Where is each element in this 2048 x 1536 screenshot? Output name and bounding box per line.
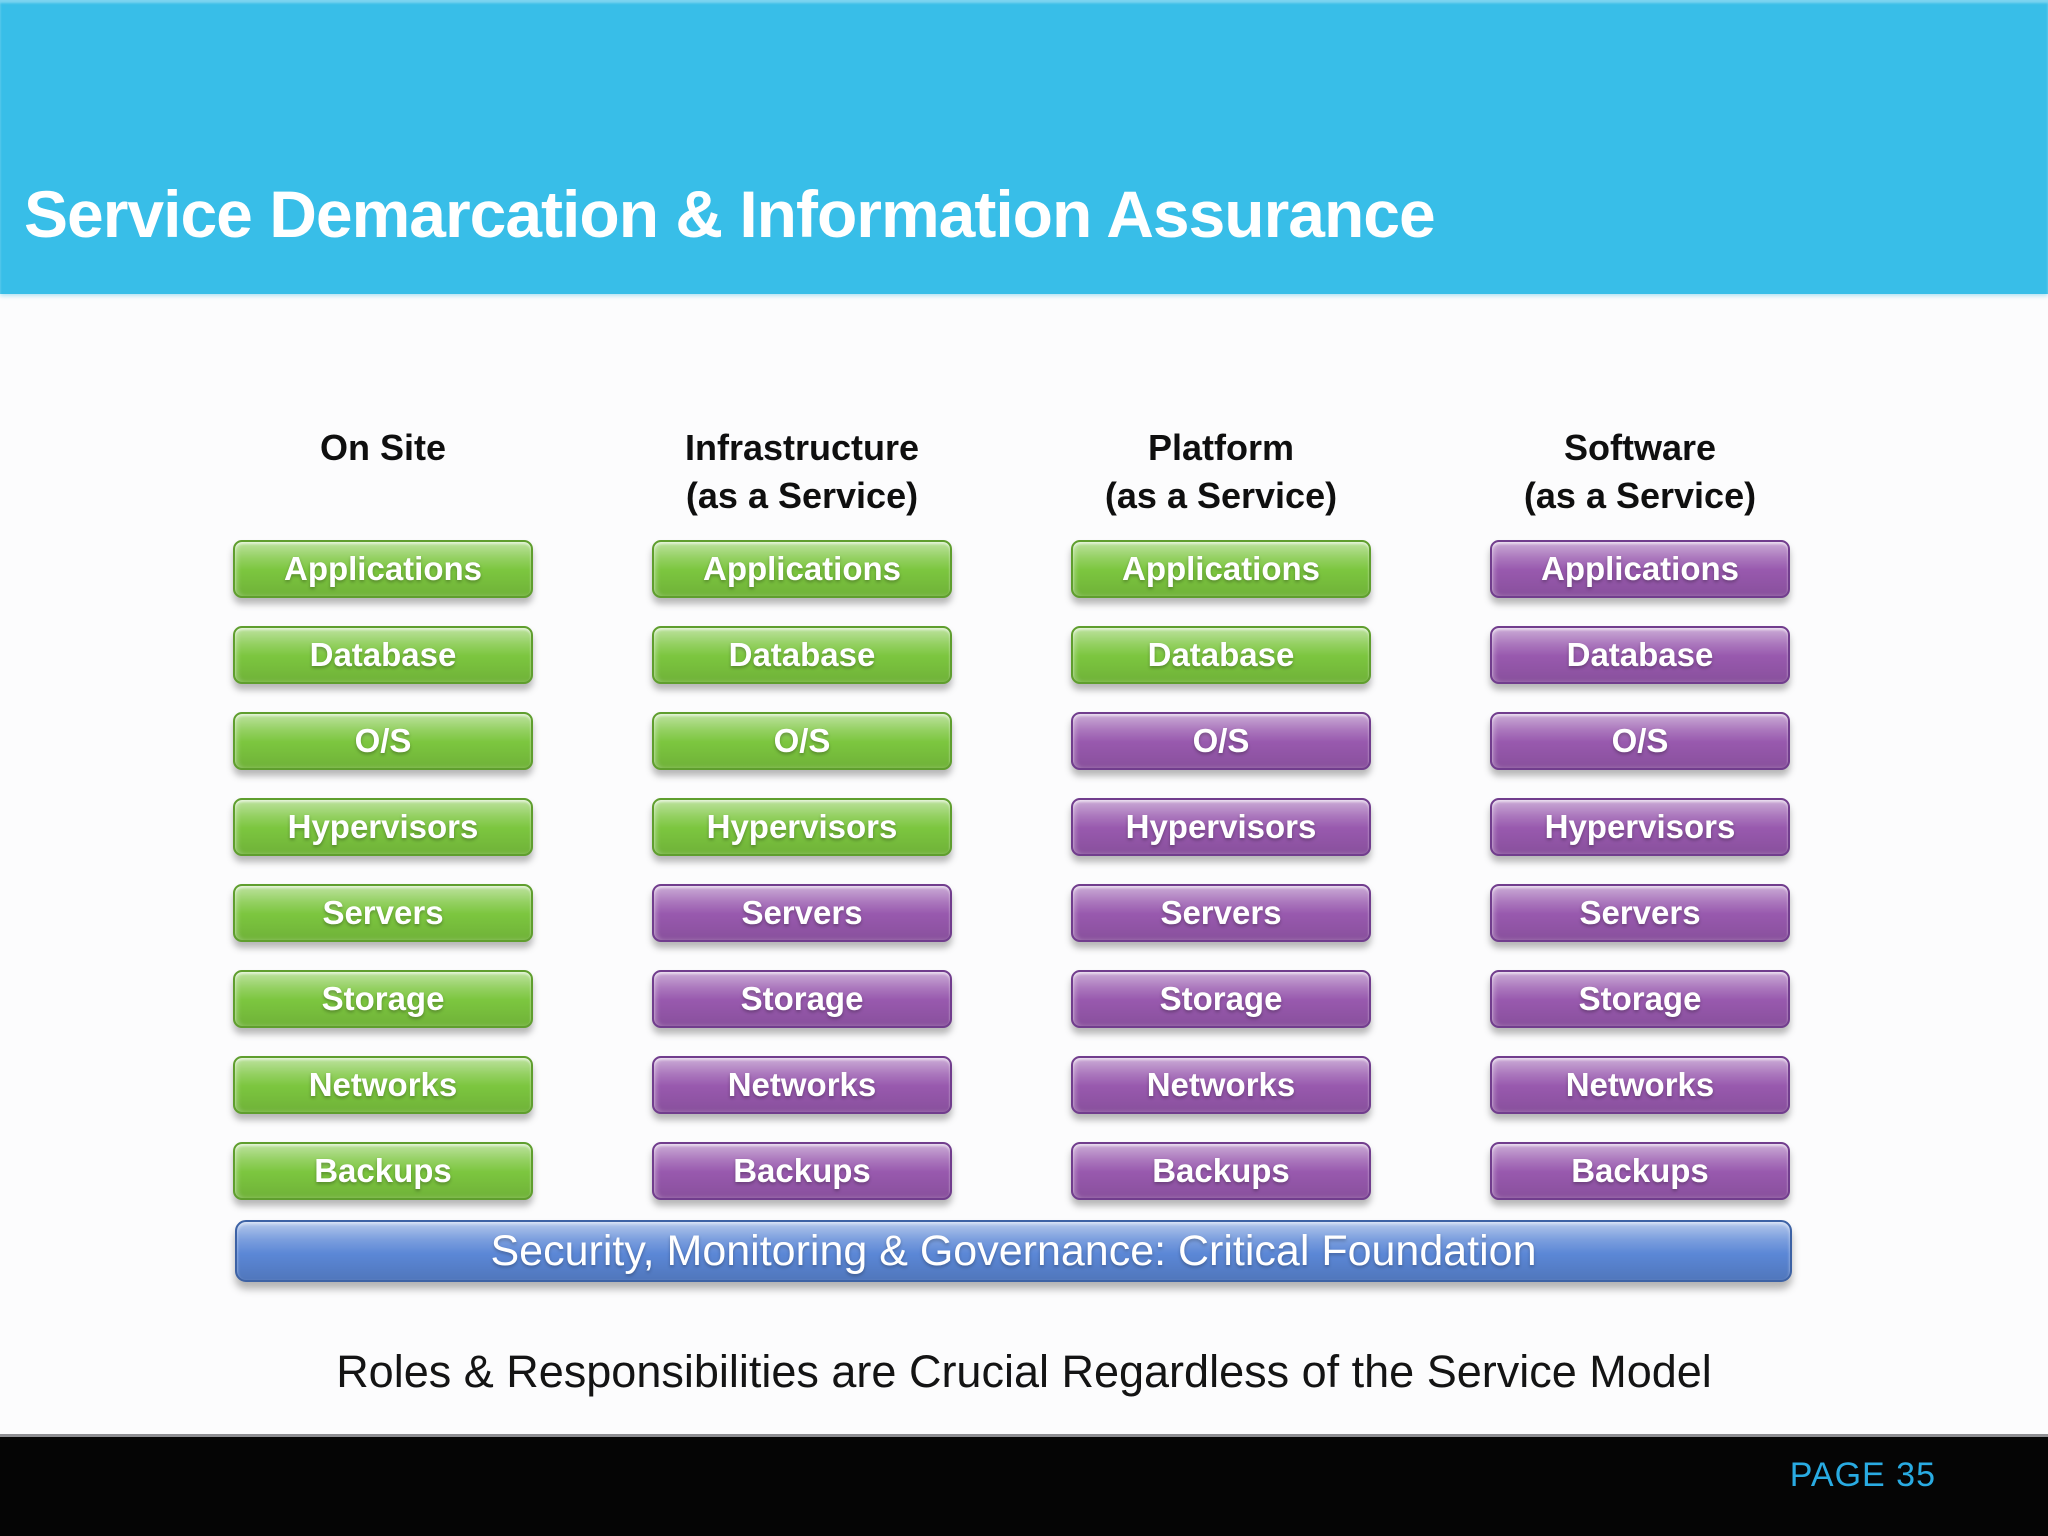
column-iaas: Infrastructure (as a Service) Applications… (652, 424, 952, 1228)
foundation-banner: Security, Monitoring & Governance: Criti… (235, 1220, 1792, 1282)
column-title-line: On Site (319, 427, 447, 468)
layer-networks-saas: Networks (1490, 1056, 1790, 1114)
layer-storage-on-site: Storage (233, 970, 533, 1028)
layer-servers-iaas: Servers (652, 884, 952, 942)
layer-backups-saas: Backups (1490, 1142, 1790, 1200)
layer-storage-iaas: Storage (652, 970, 952, 1028)
layer-database-iaas: Database (652, 626, 952, 684)
column-title-iaas: Infrastructure (as a Service) (652, 424, 952, 540)
layer-networks-paas: Networks (1071, 1056, 1371, 1114)
layer-servers-on-site: Servers (233, 884, 533, 942)
footer-bar: PAGE 35 (0, 1434, 2048, 1536)
layer-database-saas: Database (1490, 626, 1790, 684)
title-bar: Service Demarcation & Information Assura… (0, 0, 2048, 294)
column-title-line: Infrastructure (684, 427, 920, 468)
column-title-paas: Platform (as a Service) (1071, 424, 1371, 540)
layer-networks-iaas: Networks (652, 1056, 952, 1114)
layer-backups-on-site: Backups (233, 1142, 533, 1200)
layer-database-paas: Database (1071, 626, 1371, 684)
layer-applications-saas: Applications (1490, 540, 1790, 598)
layer-applications-iaas: Applications (652, 540, 952, 598)
layer-database-on-site: Database (233, 626, 533, 684)
layer-hypervisors-on-site: Hypervisors (233, 798, 533, 856)
column-title-line: Software (1563, 427, 1717, 468)
layer-hypervisors-paas: Hypervisors (1071, 798, 1371, 856)
service-model-columns: On Site Applications Database O/S Hypervisor… (233, 424, 1790, 1228)
layer-storage-saas: Storage (1490, 970, 1790, 1028)
layer-storage-paas: Storage (1071, 970, 1371, 1028)
column-on-site: On Site Applications Database O/S Hypervisor… (233, 424, 533, 1228)
layer-o-s-iaas: O/S (652, 712, 952, 770)
page-number: PAGE 35 (1789, 1456, 1936, 1494)
column-title-line: (as a Service) (1104, 475, 1338, 516)
column-title-line: (as a Service) (685, 475, 919, 516)
layer-backups-iaas: Backups (652, 1142, 952, 1200)
column-title-on-site: On Site (233, 424, 533, 540)
layer-hypervisors-iaas: Hypervisors (652, 798, 952, 856)
column-title-line: (as a Service) (1523, 475, 1757, 516)
layer-servers-saas: Servers (1490, 884, 1790, 942)
column-paas: Platform (as a Service) Applications Databa… (1071, 424, 1371, 1228)
layer-backups-paas: Backups (1071, 1142, 1371, 1200)
layer-networks-on-site: Networks (233, 1056, 533, 1114)
layer-servers-paas: Servers (1071, 884, 1371, 942)
layer-o-s-paas: O/S (1071, 712, 1371, 770)
column-title-line: Platform (1147, 427, 1295, 468)
layer-applications-on-site: Applications (233, 540, 533, 598)
layer-hypervisors-saas: Hypervisors (1490, 798, 1790, 856)
layer-o-s-saas: O/S (1490, 712, 1790, 770)
layer-o-s-on-site: O/S (233, 712, 533, 770)
page-title: Service Demarcation & Information Assura… (24, 177, 1436, 251)
layer-applications-paas: Applications (1071, 540, 1371, 598)
foundation-banner-label: Security, Monitoring & Governance: Criti… (490, 1226, 1537, 1275)
column-title-saas: Software (as a Service) (1490, 424, 1790, 540)
key-message: Roles & Responsibilities are Crucial Reg… (336, 1346, 1712, 1397)
column-saas: Software (as a Service) Applications Databa… (1490, 424, 1790, 1228)
